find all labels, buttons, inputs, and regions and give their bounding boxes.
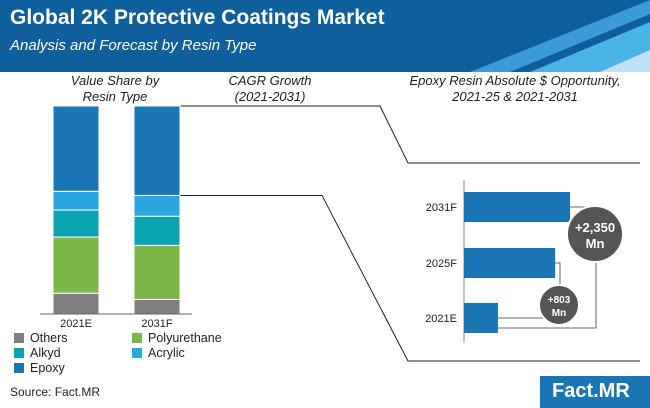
bar-2031F-alkyd <box>133 215 181 246</box>
opportunity-bar-2025F <box>464 248 556 278</box>
svg-text:+2,350: +2,350 <box>575 220 615 235</box>
y-tick-label: 2025F <box>426 258 457 270</box>
cagr-title-line-2: (2021-2031) <box>234 89 306 104</box>
connector-bottom <box>180 194 640 362</box>
logo-text: Fact.MR <box>552 380 630 402</box>
opportunity-bar-2021E <box>464 303 498 333</box>
header-banner: Global 2K Protective Coatings Market Ana… <box>0 0 650 72</box>
share-panel-title: Value Share by Resin Type <box>50 73 180 105</box>
legend-label-polyurethane: Polyurethane <box>148 331 222 345</box>
legend-item-alkyd: Alkyd <box>14 346 61 360</box>
bar-2031F-others <box>133 298 181 315</box>
page-subtitle: Analysis and Forecast by Resin Type <box>10 37 257 54</box>
opportunity-title-line-2: 2021-25 & 2021-2031 <box>452 89 578 104</box>
legend-swatch-polyurethane <box>132 333 142 343</box>
x-tick-label: 2031F <box>141 318 172 330</box>
bracket-2031 <box>497 206 597 329</box>
legend-label-alkyd: Alkyd <box>30 346 61 360</box>
bar-2021E-alkyd <box>52 209 100 238</box>
y-tick-label: 2021E <box>425 313 457 325</box>
x-tick-label: 2021E <box>60 318 92 330</box>
opportunity-title-line-1: Epoxy Resin Absolute $ Opportunity, <box>409 73 621 88</box>
legend-item-polyurethane: Polyurethane <box>132 331 222 345</box>
bar-2031F-polyurethane <box>133 244 181 300</box>
bar-2031F-epoxy <box>133 105 181 196</box>
y-tick-label: 2031F <box>426 202 457 214</box>
legend-swatch-alkyd <box>14 348 24 358</box>
bar-2021E-others <box>52 292 100 315</box>
source-note: Source: Fact.MR <box>10 385 101 399</box>
legend-item-others: Others <box>14 331 68 345</box>
header-fill <box>0 0 650 72</box>
opportunity-panel-title: Epoxy Resin Absolute $ Opportunity, 2021… <box>385 73 645 105</box>
legend-item-epoxy: Epoxy <box>14 361 65 375</box>
svg-text:+803: +803 <box>548 295 571 306</box>
header-stripe-2 <box>530 22 650 72</box>
annotation-bubble-803: +803 Mn <box>538 284 580 326</box>
share-title-line-1: Value Share by <box>70 73 160 88</box>
header-stripe-1 <box>470 0 650 72</box>
svg-text:Mn: Mn <box>586 236 605 251</box>
opportunity-bar-2031F <box>464 192 570 222</box>
legend-swatch-epoxy <box>14 363 24 373</box>
legend-label-acrylic: Acrylic <box>148 346 185 360</box>
connector-top <box>180 105 640 164</box>
factmr-logo: Fact.MR <box>540 376 650 408</box>
legend-label-others: Others <box>30 331 68 345</box>
legend-swatch-acrylic <box>132 348 142 358</box>
bar-2021E-polyurethane <box>52 236 100 294</box>
cagr-title-line-1: CAGR Growth <box>228 73 312 88</box>
header-background <box>0 0 650 72</box>
legend-item-acrylic: Acrylic <box>132 346 185 360</box>
legend-label-epoxy: Epoxy <box>30 361 65 375</box>
share-title-line-2: Resin Type <box>82 89 148 104</box>
bar-2031F-acrylic <box>133 194 181 217</box>
legend-swatch-others <box>14 333 24 343</box>
header-stripe-3 <box>600 50 650 72</box>
connector-lines <box>180 105 640 362</box>
bar-2021E-epoxy <box>52 105 100 192</box>
cagr-panel-title: CAGR Growth (2021-2031) <box>205 73 335 105</box>
bar-2021E-acrylic <box>52 190 100 211</box>
svg-text:Mn: Mn <box>552 308 566 319</box>
page-title: Global 2K Protective Coatings Market <box>10 6 385 29</box>
stacked-bar-chart: 2021E 2031F <box>40 105 192 330</box>
